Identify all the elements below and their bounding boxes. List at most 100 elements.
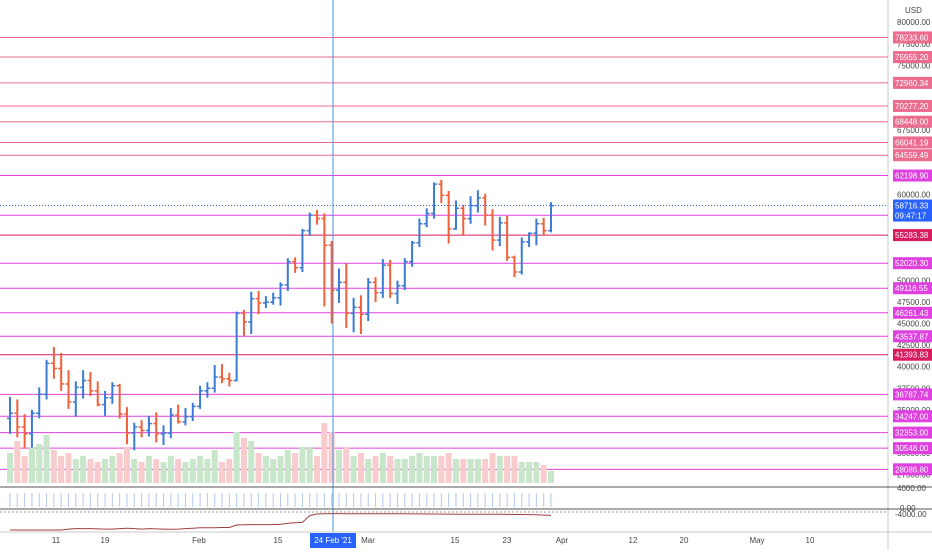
volume-bar [540, 465, 547, 483]
ohlc-bar[interactable] [28, 409, 35, 448]
ohlc-bar[interactable] [72, 381, 79, 417]
ohlc-bar[interactable] [445, 191, 452, 244]
ohlc-bar[interactable] [233, 311, 240, 382]
ohlc-bar[interactable] [43, 359, 50, 400]
level-label: 55283.38 [895, 231, 929, 240]
level-badge [893, 257, 932, 270]
ohlc-bar[interactable] [145, 415, 152, 437]
volume-bar [343, 447, 350, 483]
ohlc-bar[interactable] [431, 182, 438, 219]
ohlc-bar[interactable] [321, 213, 328, 307]
ohlc-bar[interactable] [167, 408, 174, 439]
ohlc-bar[interactable] [343, 263, 350, 328]
ohlc-bar[interactable] [226, 372, 233, 387]
ohlc-bar[interactable] [504, 216, 511, 261]
ohlc-bar[interactable] [58, 352, 65, 391]
volume-bar [467, 459, 474, 483]
ohlc-bar[interactable] [14, 399, 21, 438]
ohlc-bar[interactable] [387, 259, 394, 298]
ohlc-bar[interactable] [7, 396, 13, 434]
ohlc-bar[interactable] [460, 204, 467, 235]
ohlc-bar[interactable] [533, 218, 540, 246]
ohlc-bar[interactable] [299, 228, 306, 272]
volume-bar [328, 432, 335, 483]
level-badge [893, 115, 932, 128]
ohlc-bar[interactable] [240, 309, 247, 336]
volume-bar [452, 459, 459, 483]
ohlc-bar[interactable] [270, 292, 277, 305]
ohlc-bar[interactable] [372, 277, 379, 303]
ohlc-bar[interactable] [160, 425, 167, 446]
ohlc-bar[interactable] [109, 382, 116, 404]
level-badge [893, 76, 932, 89]
ohlc-bar[interactable] [123, 407, 130, 445]
level-badge [893, 348, 932, 361]
ohlc-bar[interactable] [438, 179, 445, 204]
ohlc-bar[interactable] [116, 383, 123, 419]
ohlc-bar[interactable] [328, 240, 335, 324]
ohlc-bar[interactable] [36, 387, 43, 419]
volume-bar [131, 459, 138, 483]
ohlc-bar[interactable] [409, 240, 416, 267]
ohlc-bar[interactable] [219, 364, 226, 384]
level-label: 64559.49 [895, 151, 929, 160]
ohlc-bar[interactable] [131, 422, 138, 451]
volume-bar [504, 456, 511, 483]
ohlc-bar[interactable] [87, 371, 94, 397]
ohlc-bar[interactable] [138, 420, 145, 438]
ohlc-bar[interactable] [204, 382, 211, 398]
ohlc-bar[interactable] [197, 385, 204, 409]
ohlc-bar[interactable] [277, 282, 284, 306]
ohlc-bar[interactable] [50, 346, 57, 379]
ohlc-bar[interactable] [262, 296, 269, 309]
price-tick: 50000.00 [897, 277, 931, 286]
ohlc-bar[interactable] [379, 259, 386, 298]
price-axis-panel[interactable] [888, 0, 932, 550]
ohlc-bar[interactable] [211, 365, 218, 393]
ohlc-bar[interactable] [365, 278, 372, 322]
currency-box[interactable] [893, 3, 932, 17]
ohlc-bar[interactable] [357, 295, 364, 335]
ohlc-bar[interactable] [401, 258, 408, 291]
ohlc-bar[interactable] [80, 370, 87, 399]
ohlc-bar[interactable] [65, 370, 72, 409]
ohlc-bar[interactable] [306, 212, 313, 236]
ohlc-bar[interactable] [540, 217, 547, 235]
ohlc-bar[interactable] [175, 404, 182, 424]
ohlc-bar[interactable] [21, 414, 28, 449]
ohlc-bar[interactable] [292, 257, 299, 273]
ohlc-bar[interactable] [182, 408, 189, 426]
ohlc-bar[interactable] [335, 268, 342, 303]
ohlc-bar[interactable] [284, 258, 291, 291]
ohlc-bar[interactable] [518, 237, 525, 275]
price-tick: 75000.00 [897, 61, 931, 70]
ohlc-bar[interactable] [153, 412, 160, 443]
ohlc-bars[interactable] [7, 179, 554, 451]
ohlc-bar[interactable] [452, 200, 459, 230]
ohlc-bar[interactable] [526, 232, 533, 248]
ohlc-bar[interactable] [94, 381, 101, 407]
ohlc-bar[interactable] [423, 208, 430, 228]
volume-bar [182, 462, 189, 483]
level-label: 49116.55 [895, 284, 928, 293]
ohlc-bar[interactable] [496, 216, 503, 247]
ohlc-bar[interactable] [314, 209, 321, 225]
ohlc-bar[interactable] [482, 193, 489, 226]
time-axis[interactable]: 11 19 Feb 15 Mar 15 23 Apr 12 20 May 10 [52, 536, 815, 545]
ohlc-bar[interactable] [394, 280, 401, 304]
volume-bar [116, 453, 123, 483]
ohlc-bar[interactable] [511, 255, 518, 278]
price-tick: 67500.00 [897, 126, 931, 135]
ohlc-bar[interactable] [189, 402, 196, 421]
volume-bar [277, 456, 284, 483]
ohlc-bar[interactable] [248, 291, 255, 335]
ohlc-bar[interactable] [416, 218, 423, 248]
ohlc-bar[interactable] [102, 390, 109, 416]
ohlc-bar[interactable] [350, 297, 357, 333]
ohlc-bar[interactable] [255, 290, 262, 315]
volume-bar [248, 441, 255, 483]
ohlc-bar[interactable] [489, 209, 496, 251]
